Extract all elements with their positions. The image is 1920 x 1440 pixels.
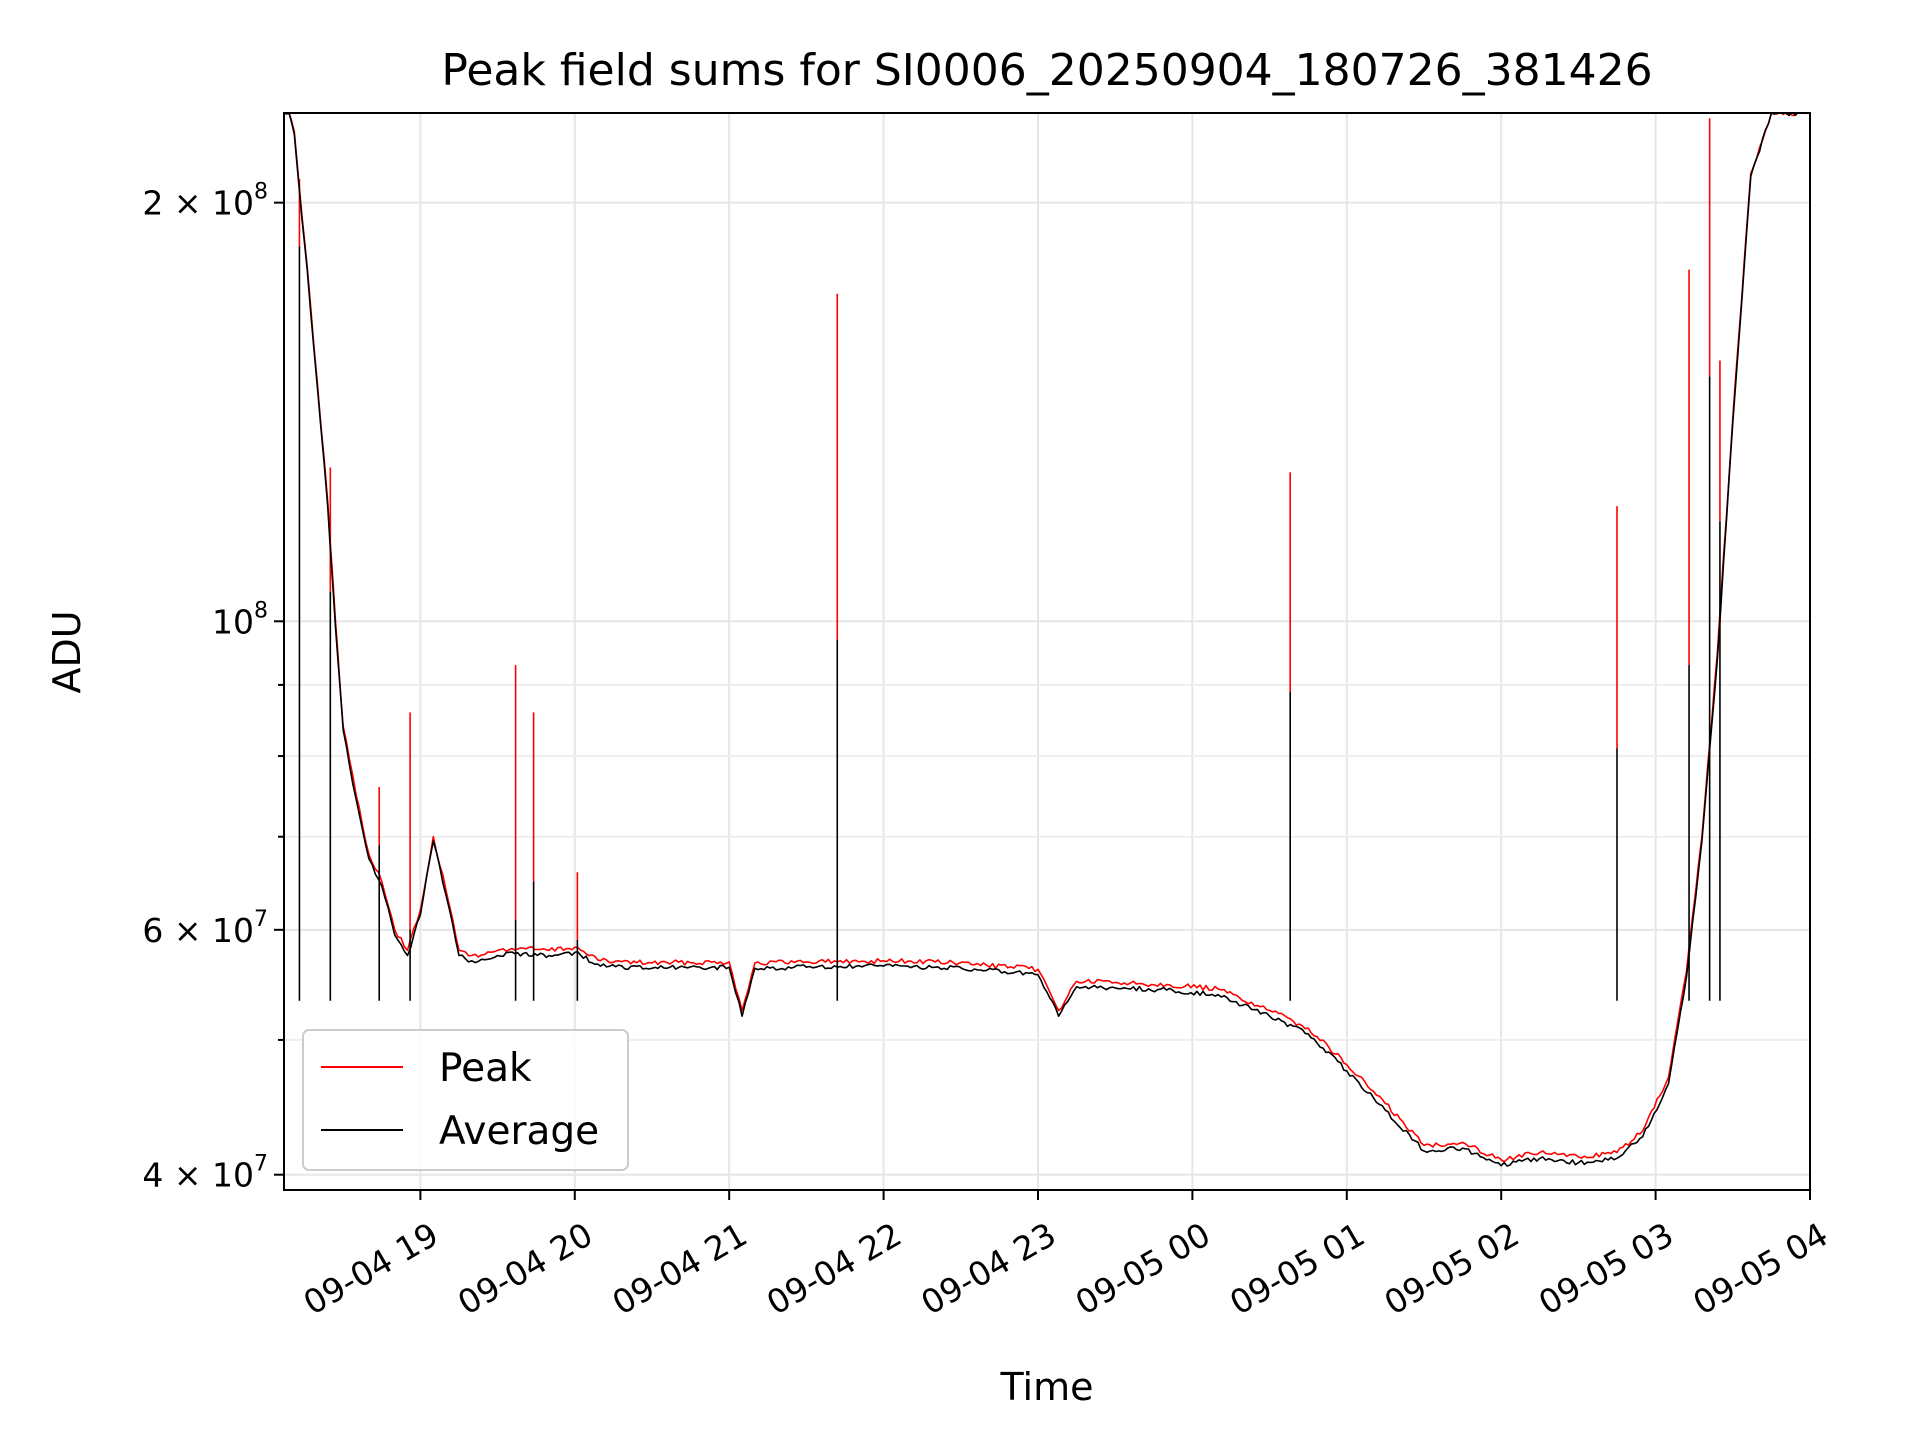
legend: Peak Average bbox=[302, 1029, 629, 1171]
legend-box bbox=[302, 1029, 629, 1171]
series-average bbox=[284, 113, 1810, 1167]
legend-label-average: Average bbox=[439, 1109, 599, 1154]
y-tick-label: 6 × 107 bbox=[142, 907, 268, 950]
peak-line bbox=[284, 113, 1810, 1163]
y-axis-label: ADU bbox=[45, 610, 89, 693]
y-tick-label: 2 × 108 bbox=[142, 180, 268, 223]
chart-title: Peak field sums for SI0006_20250904_1807… bbox=[441, 45, 1652, 96]
x-axis-label: Time bbox=[1000, 1365, 1094, 1409]
legend-label-peak: Peak bbox=[439, 1046, 532, 1091]
y-axis: 4 × 107 6 × 107 108 2 × 108 bbox=[142, 180, 284, 1195]
y-tick-label: 4 × 107 bbox=[142, 1152, 268, 1195]
y-tick-label: 108 bbox=[212, 598, 268, 641]
plot-area bbox=[284, 113, 1810, 1190]
average-line bbox=[284, 113, 1810, 1167]
plot-frame bbox=[283, 112, 1811, 1191]
